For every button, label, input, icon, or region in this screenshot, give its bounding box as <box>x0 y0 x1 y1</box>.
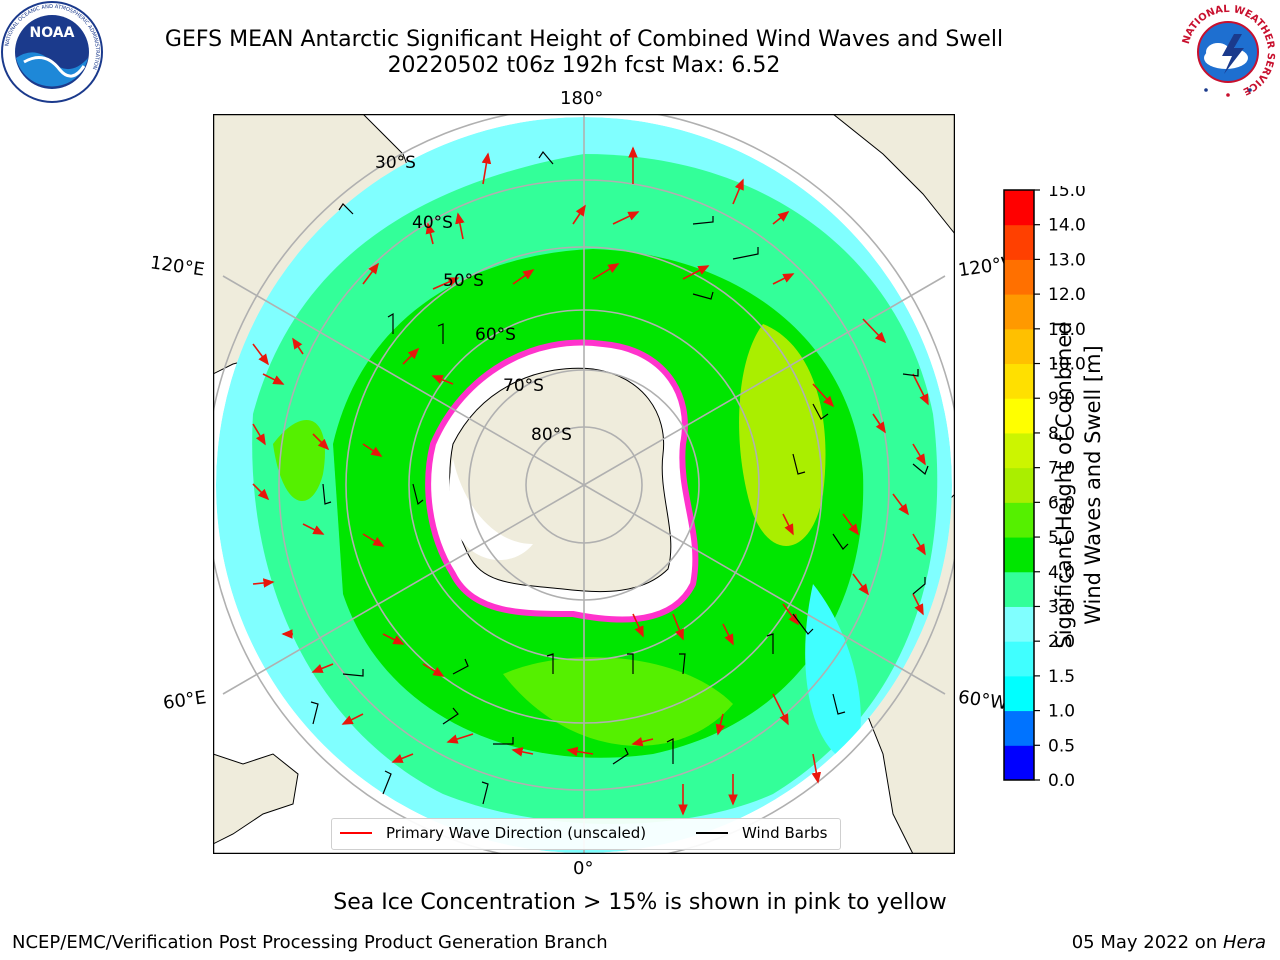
colorbar-segment <box>1004 432 1034 469</box>
map-legend: Primary Wave Direction (unscaled) Wind B… <box>331 818 841 850</box>
footer-date: 05 May 2022 on Hera <box>1071 932 1266 953</box>
legend-item-wind-barbs: Wind Barbs <box>696 824 827 842</box>
chart-title: GEFS MEAN Antarctic Significant Height o… <box>164 27 1004 52</box>
sea-ice-note: Sea Ice Concentration > 15% is shown in … <box>333 890 947 915</box>
colorbar-tick-label: 0.0 <box>1048 771 1075 786</box>
nws-logo: NATIONAL WEATHER SERVICE <box>1178 2 1278 102</box>
lon-label-120e: 120°E <box>148 252 206 281</box>
noaa-logo: NOAA NATIONAL OCEANIC AND ATMOSPHERIC AD… <box>1 1 103 103</box>
legend-item-wave-direction: Primary Wave Direction (unscaled) <box>340 824 646 842</box>
colorbar: 0.0 0.5 1.0 1.5 2.0 3.0 4.0 5.0 6.0 7.0 8.0 9.0 10.0… <box>1003 186 1086 786</box>
colorbar-label: Significant Height of Combined Wind Wave… <box>1052 321 1105 649</box>
lat-label-60s: 60°S <box>475 325 516 345</box>
colorbar-tick-label: 3.0 <box>1048 597 1075 617</box>
colorbar-segment <box>1004 398 1034 434</box>
colorbar-tick-label: 4.0 <box>1048 563 1075 583</box>
legend-label: Primary Wave Direction (unscaled) <box>386 824 647 842</box>
africa-land <box>213 753 299 845</box>
footer-branch: NCEP/EMC/Verification Post Processing Pr… <box>12 932 608 953</box>
colorbar-segment <box>1004 571 1034 607</box>
colorbar-segment <box>1004 675 1034 712</box>
chart-subtitle: 20220502 t06z 192h fcst Max: 6.52 <box>387 53 781 78</box>
colorbar-segment <box>1004 224 1034 260</box>
colorbar-segment <box>1004 710 1034 746</box>
lon-label-0: 0° <box>573 858 594 879</box>
lat-label-50s: 50°S <box>443 271 484 291</box>
lon-label-60e: 60°E <box>161 687 208 714</box>
wind-barbs <box>310 150 929 805</box>
colorbar-segment <box>1004 259 1034 295</box>
graticule <box>213 114 955 854</box>
lat-label-30s: 30°S <box>375 153 416 173</box>
legend-label: Wind Barbs <box>742 824 828 842</box>
colorbar-segment <box>1004 502 1034 538</box>
colorbar-tick-label: 13.0 <box>1048 250 1086 270</box>
antarctica-land <box>449 367 672 593</box>
colorbar-segment <box>1004 537 1034 573</box>
colorbar-tick-label: 1.5 <box>1048 667 1075 687</box>
colorbar-frame <box>1003 189 1035 781</box>
colorbar-segment <box>1004 190 1034 226</box>
colorbar-segment <box>1004 467 1034 503</box>
colorbar-tick-label: 7.0 <box>1048 459 1075 479</box>
colorbar-segment <box>1004 363 1034 399</box>
top-right-land <box>832 114 955 235</box>
lat-label-70s: 70°S <box>503 376 544 396</box>
colorbar-tick-label: 6.0 <box>1048 493 1075 513</box>
lat-label-40s: 40°S <box>412 213 453 233</box>
colorbar-tick-label: 0.5 <box>1048 736 1075 756</box>
colorbar-tick-label: 12.0 <box>1048 285 1086 305</box>
colorbar-tick-label: 10.0 <box>1048 355 1086 375</box>
colorbar-tick-label: 8.0 <box>1048 424 1075 444</box>
colorbar-tick-label: 2.0 <box>1048 632 1075 652</box>
colorbar-segment <box>1004 606 1034 642</box>
svg-text:NOAA: NOAA <box>30 25 75 41</box>
colorbar-tick-label: 5.0 <box>1048 528 1075 548</box>
colorbar-tick-label: 9.0 <box>1048 389 1075 409</box>
colorbar-segment <box>1004 328 1034 365</box>
colorbar-tick-label: 1.0 <box>1048 702 1075 722</box>
legend-swatch-black <box>696 832 728 834</box>
colorbar-segment <box>1004 641 1034 677</box>
colorbar-tick-label: 14.0 <box>1048 216 1086 236</box>
polar-map: 30°S 40°S 50°S 60°S 70°S 80°S <box>213 114 955 854</box>
lat-label-80s: 80°S <box>531 425 572 445</box>
colorbar-tick-label: 15.0 <box>1048 186 1086 201</box>
wave-direction-arrows <box>252 146 929 816</box>
colorbar-segment <box>1004 294 1034 330</box>
colorbar-tick-label: 11.0 <box>1048 320 1086 340</box>
legend-swatch-red <box>340 832 372 834</box>
ice-shelf <box>449 459 533 561</box>
colorbar-segment <box>1004 745 1034 781</box>
lon-label-180: 180° <box>560 88 604 109</box>
